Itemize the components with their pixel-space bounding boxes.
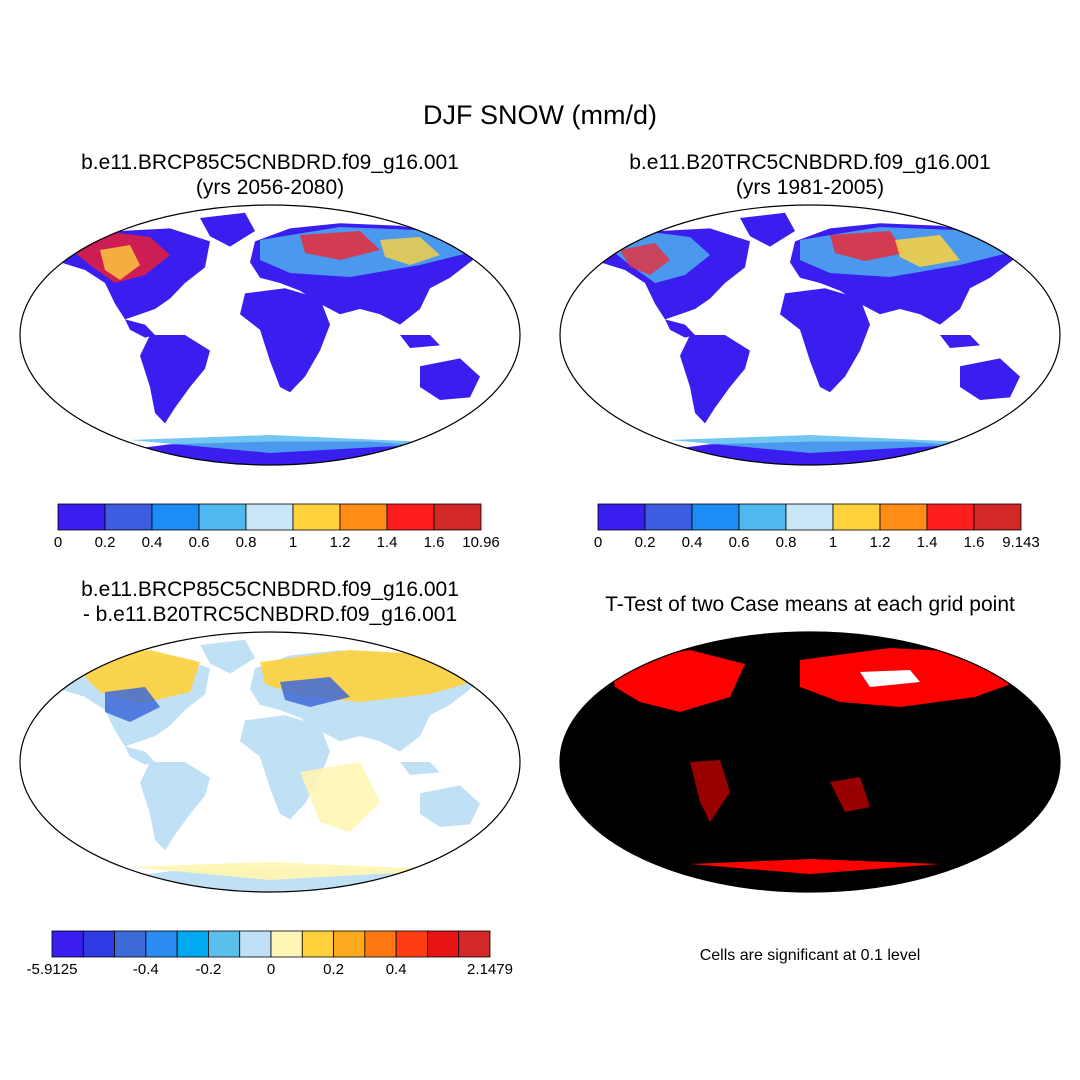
cb3-tick-1: -0.4	[132, 961, 159, 978]
colorbar-3	[51, 930, 491, 958]
cb3-swatch-10	[364, 930, 397, 958]
cb1-swatch-2	[151, 503, 200, 531]
colorbar-1	[57, 503, 482, 531]
cb1-tick-7: 1.4	[376, 534, 398, 551]
cb2-tick-8: 1.6	[963, 534, 985, 551]
map-panel-3	[19, 631, 521, 893]
cb2-swatch-4	[785, 503, 834, 531]
cb1-swatch-7	[386, 503, 435, 531]
cb1-tick-9: 10.96	[462, 534, 500, 551]
map-panel-2	[559, 204, 1061, 466]
cb1-tick-2: 0.4	[141, 534, 163, 551]
cb3-swatch-5	[208, 930, 241, 958]
panel4-title-line1: T-Test of two Case means at each grid po…	[605, 593, 1015, 616]
cb3-tick-0: -5.9125	[26, 961, 78, 978]
cb2-swatch-3	[738, 503, 787, 531]
cb1-swatch-1	[104, 503, 153, 531]
map-panel-4	[559, 631, 1061, 893]
cb3-swatch-4	[176, 930, 209, 958]
cb2-tick-7: 1.4	[916, 534, 938, 551]
panel3-title-line1: b.e11.BRCP85C5CNBDRD.f09_g16.001	[81, 578, 459, 601]
cb2-tick-2: 0.4	[681, 534, 703, 551]
cb3-swatch-11	[395, 930, 428, 958]
panel1-title-line2: (yrs 2056-2080)	[195, 176, 345, 199]
cb3-swatch-12	[427, 930, 460, 958]
cb2-swatch-7	[926, 503, 975, 531]
cb3-tick-4: 0.2	[323, 961, 344, 978]
cb2-tick-9: 9.143	[1002, 534, 1040, 551]
cb1-tick-8: 1.6	[423, 534, 445, 551]
panel2-title: b.e11.B20TRC5CNBDRD.f09_g16.001 (yrs 198…	[560, 150, 1060, 200]
cb1-swatch-3	[198, 503, 247, 531]
panel1-title-line1: b.e11.BRCP85C5CNBDRD.f09_g16.001	[81, 151, 459, 174]
cb3-swatch-1	[82, 930, 115, 958]
panel2-title-line1: b.e11.B20TRC5CNBDRD.f09_g16.001	[629, 151, 991, 174]
panel4-title: T-Test of two Case means at each grid po…	[560, 592, 1060, 617]
cb3-swatch-2	[114, 930, 147, 958]
cb1-swatch-0	[57, 503, 106, 531]
figure-title: DJF SNOW (mm/d)	[423, 100, 657, 130]
cb2-tick-3: 0.6	[728, 534, 750, 551]
cb3-tick-2: -0.2	[195, 961, 222, 978]
cb2-swatch-2	[691, 503, 740, 531]
cb2-swatch-5	[832, 503, 881, 531]
panel2-title-line2: (yrs 1981-2005)	[735, 176, 885, 199]
map-panel-1	[19, 204, 521, 466]
cb2-tick-5: 1	[828, 534, 838, 551]
cb3-swatch-0	[51, 930, 84, 958]
cb2-tick-0: 0	[593, 534, 603, 551]
cb1-swatch-8	[433, 503, 482, 531]
cb2-tick-6: 1.2	[869, 534, 891, 551]
cb3-swatch-7	[270, 930, 303, 958]
cb1-swatch-6	[339, 503, 388, 531]
cb3-tick-6: 2.1479	[467, 961, 513, 978]
ttest-note: Cells are significant at 0.1 level	[699, 947, 921, 964]
panel1-title: b.e11.BRCP85C5CNBDRD.f09_g16.001 (yrs 20…	[20, 150, 520, 200]
panel3-title: b.e11.BRCP85C5CNBDRD.f09_g16.001 - b.e11…	[20, 577, 520, 627]
cb1-tick-5: 1	[288, 534, 298, 551]
cb1-tick-3: 0.6	[188, 534, 210, 551]
cb3-swatch-13	[458, 930, 491, 958]
cb3-swatch-3	[145, 930, 178, 958]
cb2-swatch-8	[973, 503, 1022, 531]
cb1-tick-0: 0	[53, 534, 63, 551]
panel3-title-line2: - b.e11.B20TRC5CNBDRD.f09_g16.001	[82, 603, 458, 626]
cb2-tick-1: 0.2	[634, 534, 656, 551]
colorbar-2	[597, 503, 1022, 531]
cb1-tick-4: 0.8	[235, 534, 257, 551]
cb3-swatch-9	[333, 930, 366, 958]
cb2-swatch-6	[879, 503, 928, 531]
cb3-tick-5: 0.4	[385, 961, 407, 978]
cb1-swatch-4	[245, 503, 294, 531]
cb1-swatch-5	[292, 503, 341, 531]
cb1-tick-1: 0.2	[94, 534, 116, 551]
cb3-tick-3: 0	[266, 961, 276, 978]
cb1-tick-6: 1.2	[329, 534, 351, 551]
cb2-swatch-1	[644, 503, 693, 531]
cb3-swatch-8	[301, 930, 334, 958]
cb3-swatch-6	[239, 930, 272, 958]
cb2-swatch-0	[597, 503, 646, 531]
cb2-tick-4: 0.8	[775, 534, 797, 551]
